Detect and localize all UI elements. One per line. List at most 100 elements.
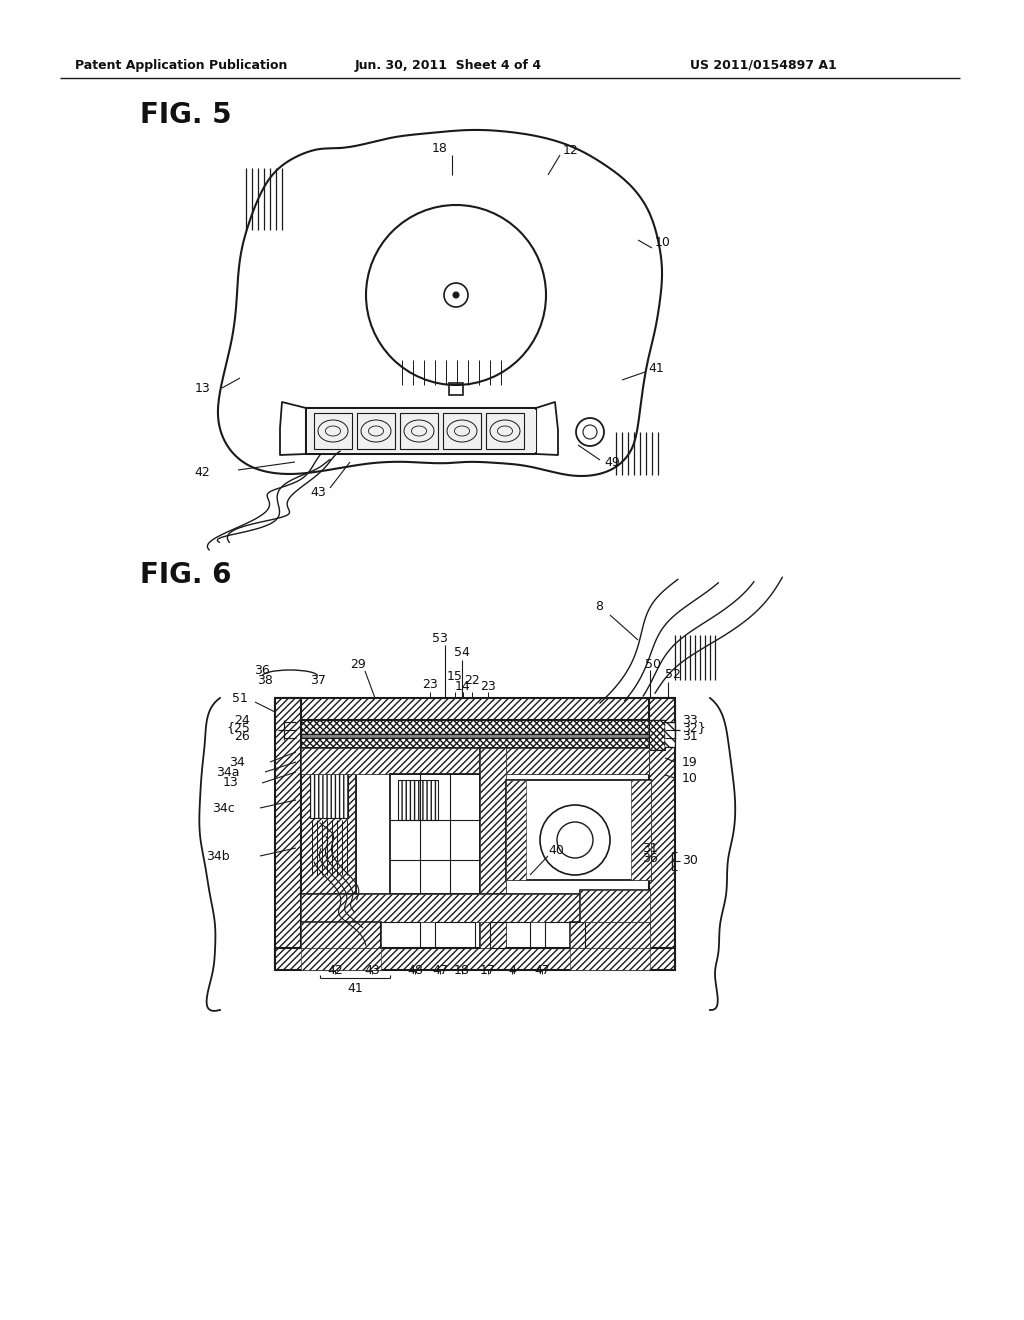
Bar (486, 413, 524, 449)
Text: 4: 4 (508, 964, 516, 977)
Text: 52: 52 (665, 668, 681, 681)
Text: 53: 53 (432, 631, 447, 644)
Bar (301, 748, 356, 948)
Bar (275, 698, 301, 968)
Text: 36: 36 (254, 664, 270, 676)
Bar (301, 748, 649, 774)
Bar (301, 734, 649, 738)
Bar (480, 748, 506, 948)
Text: 13: 13 (222, 776, 238, 789)
Circle shape (444, 282, 468, 308)
Text: 41: 41 (347, 982, 362, 994)
Bar (443, 413, 481, 449)
Text: 41: 41 (648, 362, 664, 375)
Text: 43: 43 (365, 964, 380, 977)
Text: 12: 12 (563, 144, 579, 157)
Circle shape (583, 425, 597, 440)
Text: US 2011/0154897 A1: US 2011/0154897 A1 (690, 58, 837, 71)
Circle shape (575, 418, 604, 446)
Text: 8: 8 (595, 601, 603, 614)
Text: 14: 14 (455, 680, 471, 693)
Text: 13: 13 (195, 381, 211, 395)
Bar (480, 748, 506, 948)
Bar (357, 413, 395, 449)
Text: FIG. 5: FIG. 5 (140, 102, 231, 129)
Text: FIG. 6: FIG. 6 (140, 561, 231, 589)
Text: 31: 31 (642, 842, 658, 854)
Text: 34c: 34c (212, 801, 234, 814)
Bar (308, 411, 536, 451)
Text: 18: 18 (432, 141, 447, 154)
Bar (301, 748, 649, 774)
Bar (649, 698, 675, 968)
Text: Jun. 30, 2011  Sheet 4 of 4: Jun. 30, 2011 Sheet 4 of 4 (355, 58, 542, 71)
Text: 23: 23 (422, 677, 438, 690)
Text: 19: 19 (682, 755, 697, 768)
Text: 37: 37 (310, 673, 326, 686)
Text: 10: 10 (655, 236, 671, 249)
Bar (490, 921, 530, 948)
Bar (580, 890, 650, 921)
Bar (301, 719, 649, 734)
Bar (631, 780, 651, 880)
Text: 47: 47 (432, 964, 447, 977)
Text: 10: 10 (682, 771, 698, 784)
Text: 40: 40 (548, 843, 564, 857)
Text: 51: 51 (232, 692, 248, 705)
Bar (398, 780, 438, 820)
Text: 17: 17 (480, 964, 496, 977)
Circle shape (366, 205, 546, 385)
Bar (649, 698, 675, 968)
Bar (310, 758, 348, 818)
Bar (545, 921, 585, 948)
Text: 23: 23 (480, 680, 496, 693)
Text: 42: 42 (327, 964, 343, 977)
Bar (301, 921, 381, 948)
Bar (449, 383, 463, 395)
Bar (380, 921, 420, 948)
Bar (301, 734, 649, 738)
Bar (301, 921, 381, 948)
Bar (570, 921, 650, 948)
Bar (301, 948, 381, 970)
Bar (301, 738, 649, 748)
Circle shape (453, 292, 459, 298)
Bar (301, 719, 649, 734)
Text: 24: 24 (234, 714, 250, 726)
Bar (665, 723, 675, 747)
Bar (398, 780, 438, 820)
Bar (435, 921, 475, 948)
Text: 47: 47 (535, 964, 550, 977)
Bar (506, 780, 526, 880)
Bar (649, 719, 665, 750)
Bar (310, 758, 348, 818)
Bar (301, 894, 649, 921)
Text: 36: 36 (642, 851, 658, 865)
Text: 34: 34 (229, 755, 245, 768)
Text: 42: 42 (195, 466, 210, 479)
Bar (301, 894, 649, 921)
Bar (570, 948, 650, 970)
Bar (649, 719, 665, 750)
Text: 54: 54 (454, 645, 470, 659)
Bar (570, 921, 650, 948)
Text: 29: 29 (350, 657, 366, 671)
Text: 22: 22 (464, 673, 480, 686)
Bar (506, 780, 651, 880)
Text: 33: 33 (682, 714, 697, 726)
Bar (301, 748, 356, 948)
Text: 48: 48 (408, 964, 423, 977)
Text: 38: 38 (257, 673, 273, 686)
Text: 32}: 32} (682, 722, 706, 734)
Bar (275, 948, 675, 970)
Text: 50: 50 (645, 657, 662, 671)
Bar (390, 774, 480, 894)
Bar (314, 413, 352, 449)
Text: 18: 18 (454, 964, 470, 977)
Bar (275, 698, 675, 719)
Bar (580, 890, 650, 921)
Bar (400, 413, 438, 449)
Bar (275, 698, 675, 719)
Text: 34a: 34a (216, 766, 240, 779)
Bar (665, 723, 675, 747)
